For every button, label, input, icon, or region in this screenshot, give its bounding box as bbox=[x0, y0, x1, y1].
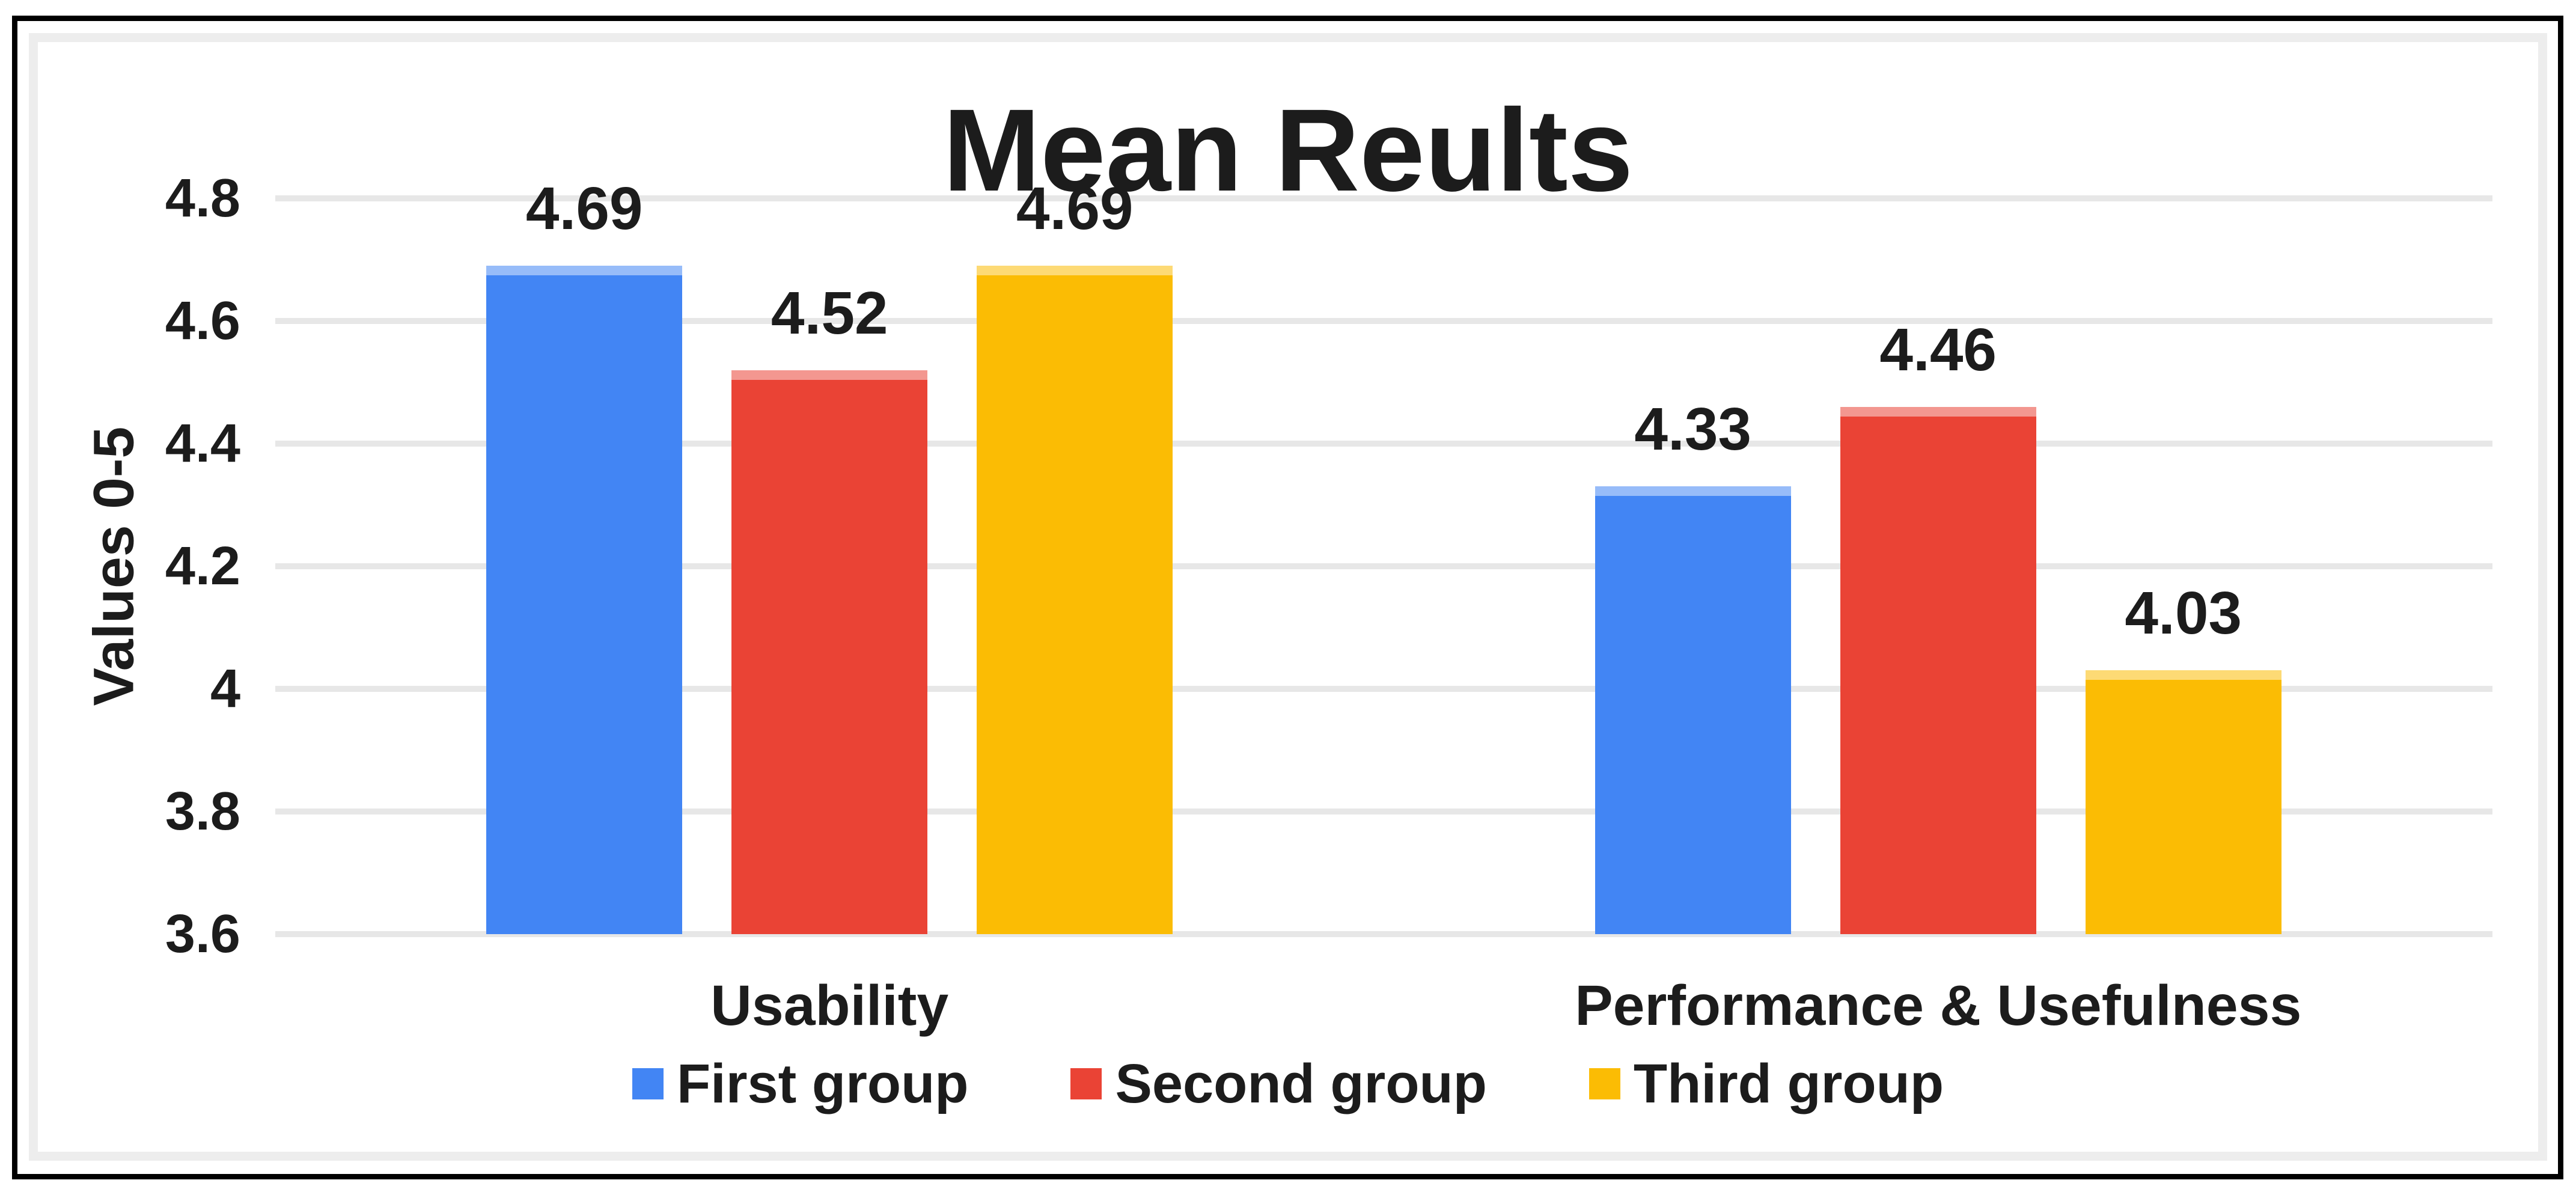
bar-value-label: 4.33 bbox=[1634, 396, 1752, 463]
bar bbox=[486, 266, 683, 934]
bar-value-label: 4.46 bbox=[1879, 316, 1997, 384]
bar-value-label: 4.52 bbox=[771, 279, 888, 347]
bar bbox=[1840, 406, 2036, 934]
y-tick-label: 4.8 bbox=[165, 168, 240, 228]
legend-item: First group bbox=[632, 1053, 969, 1116]
gridline bbox=[275, 563, 2492, 569]
gridline bbox=[275, 686, 2492, 692]
chart-title: Mean Reults bbox=[942, 85, 1634, 216]
gridline bbox=[275, 441, 2492, 447]
legend-label: First group bbox=[676, 1053, 969, 1114]
bar-value-label: 4.69 bbox=[1016, 175, 1134, 243]
legend-swatch bbox=[632, 1068, 664, 1099]
x-category-label: Usability bbox=[710, 974, 949, 1038]
legend-label: Third group bbox=[1633, 1053, 1944, 1114]
y-tick-label: 3.6 bbox=[165, 904, 240, 964]
bar bbox=[731, 370, 928, 934]
legend: First group Second group Third group bbox=[0, 1045, 2576, 1123]
y-tick-label: 4 bbox=[210, 659, 240, 719]
bar bbox=[1595, 486, 1791, 934]
y-tick-label: 4.4 bbox=[165, 414, 240, 474]
bar bbox=[977, 266, 1173, 934]
legend-swatch bbox=[1589, 1068, 1620, 1099]
y-tick-label: 4.2 bbox=[165, 536, 240, 596]
bar-value-label: 4.69 bbox=[525, 175, 643, 243]
x-category-label: Performance & Usefulness bbox=[1575, 974, 2302, 1038]
chart-frame bbox=[29, 33, 2547, 1161]
bar-value-label: 4.03 bbox=[2125, 579, 2242, 647]
y-tick-label: 3.8 bbox=[165, 781, 240, 842]
gridline bbox=[275, 931, 2492, 937]
legend-item: Second group bbox=[1070, 1053, 1487, 1116]
gridline bbox=[275, 318, 2492, 324]
legend-label: Second group bbox=[1115, 1053, 1487, 1114]
legend-item: Third group bbox=[1589, 1053, 1944, 1116]
bar bbox=[2085, 670, 2281, 934]
gridline bbox=[275, 808, 2492, 815]
y-axis-title: Values 0-5 bbox=[82, 426, 146, 706]
legend-swatch bbox=[1070, 1068, 1102, 1099]
gridline bbox=[275, 195, 2492, 201]
y-tick-label: 4.6 bbox=[165, 291, 240, 351]
